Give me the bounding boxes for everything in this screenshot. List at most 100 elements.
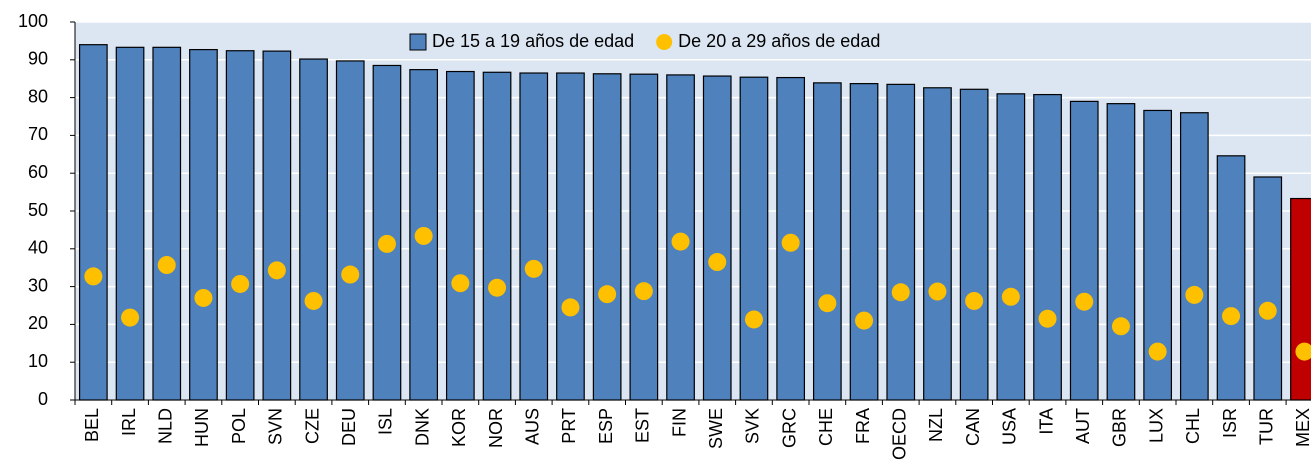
y-tick-label: 30 [28,275,48,295]
x-tick-label: DEU [339,408,359,446]
x-tick-label: NZL [926,408,946,442]
dot [231,274,250,293]
dot [781,233,800,252]
bar [482,71,512,401]
y-tick-label: 0 [38,389,48,409]
dot [1222,307,1241,326]
bar [996,93,1026,401]
x-tick-label: KOR [449,408,469,447]
bar [592,73,622,401]
bar [849,83,879,401]
x-tick-label: CAN [963,408,983,446]
x-tick-label: ESP [596,408,616,444]
x-tick-label: CZE [302,408,322,444]
dot [598,285,617,304]
bar [299,58,328,401]
x-tick-label: AUT [1073,408,1093,444]
x-tick-label: SWE [706,408,726,449]
x-tick-label: POL [229,408,249,444]
dot [341,265,360,284]
dot [267,261,286,280]
bar [1216,155,1246,401]
bar [78,44,108,401]
dot [304,291,323,310]
x-tick-label: FRA [853,408,873,444]
x-tick-label: SVK [743,408,763,444]
bar [1033,93,1062,401]
x-tick-label: NLD [156,408,176,444]
dot [708,253,727,272]
dot [1185,285,1204,304]
bar [152,46,182,401]
bar [959,88,989,401]
dot [1295,342,1311,361]
dot [1148,342,1167,361]
bar [666,74,695,401]
bar [115,46,145,401]
x-tick-label: NOR [486,408,506,448]
bar [189,48,218,401]
dot [194,288,213,307]
y-tick-label: 90 [28,49,48,69]
x-tick-label: MEX [1293,408,1311,447]
dot [377,234,396,253]
bar [372,64,402,401]
bar [519,72,549,401]
y-tick-label: 80 [28,86,48,106]
dot [744,310,763,329]
bar [445,70,475,401]
y-tick-label: 50 [28,200,48,220]
dot [1038,309,1057,328]
x-tick-label: TUR [1257,408,1277,445]
x-tick-label: LUX [1146,408,1166,443]
x-tick-label: PRT [559,408,579,444]
dot [121,308,140,327]
y-tick-label: 20 [28,313,48,333]
dot [1111,317,1130,336]
x-tick-label: ISR [1220,408,1240,438]
dot [488,278,507,297]
dot [1075,292,1094,311]
x-tick-label: BEL [82,408,102,442]
y-tick-label: 60 [28,162,48,182]
bar [886,83,916,401]
dot [671,232,690,251]
dot [1258,301,1277,320]
bar [702,75,732,401]
x-tick-label: IRL [119,408,139,436]
bar [812,82,842,401]
dot [855,311,874,330]
x-tick-label: HUN [192,408,212,447]
bar [1290,197,1311,401]
y-tick-label: 100 [18,11,48,31]
dot [84,267,103,286]
y-tick-label: 70 [28,124,48,144]
dot [414,226,433,245]
bar [335,60,365,401]
dot [634,282,653,301]
bar [1179,112,1209,401]
dot [965,291,984,310]
bar [739,76,769,401]
dot [524,259,543,278]
x-tick-label: ISL [376,408,396,435]
x-tick-label: FIN [669,408,689,437]
x-tick-label: CHL [1183,408,1203,444]
dot [451,274,470,293]
bar [923,87,952,401]
dot [818,294,837,313]
legend-label: De 15 a 19 años de edad [432,31,634,51]
legend-label: De 20 a 29 años de edad [678,31,880,51]
bar [1253,176,1283,401]
x-tick-label: GBR [1110,408,1130,447]
dot [891,283,910,302]
x-tick-label: ITA [1036,408,1056,435]
x-tick-label: EST [633,408,653,443]
bar [262,50,292,401]
dot [928,282,947,301]
bar [1069,100,1099,401]
dot [561,298,580,317]
legend-swatch [409,33,427,51]
bar [629,73,659,401]
